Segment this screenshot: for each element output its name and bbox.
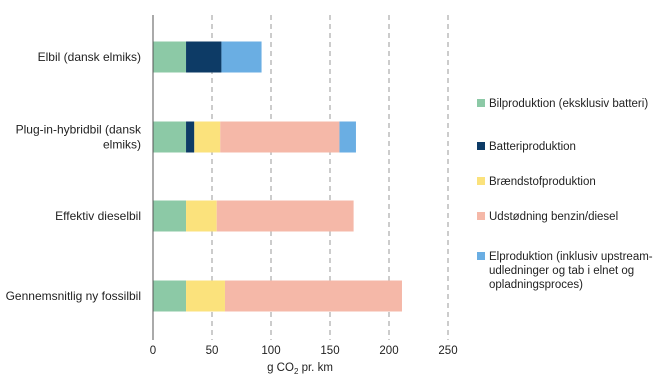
bar-segment [194,121,221,153]
bars [153,41,402,312]
legend: Bilproduktion (eksklusiv batteri) Batteri… [477,98,653,291]
x-tick-label: 0 [150,345,156,357]
legend-entry: Bilproduktion (eksklusiv batteri) [489,98,648,110]
bar-segment [186,200,217,232]
bar-segment [153,41,187,73]
x-tick-labels: 0 50 100 150 200 250 [150,345,458,357]
bar-segment [153,200,187,232]
legend-swatch [477,252,485,260]
bar-segment [186,41,222,73]
bar-segment [224,280,402,312]
category-label: Plug-in-hybridbil (dansk elmiks) [16,123,142,152]
bar-segment [153,121,187,153]
legend-entry: Udstødning benzin/diesel [489,211,618,223]
legend-entry: Brændstofproduktion [489,176,596,188]
x-tick-label: 200 [379,345,398,357]
bar-segment [186,121,195,153]
x-axis-title: g CO2 pr. km [267,362,333,374]
bar-segment [153,280,187,312]
category-labels: Elbil (dansk elmiks) Plug-in-hybridbil (d… [6,50,142,303]
legend-swatch [477,142,485,150]
legend-entry: Batteriproduktion [489,141,576,153]
bar-segment [186,280,225,312]
legend-swatch [477,99,485,107]
legend-entry: Elproduktion (inklusiv upstream-udlednin… [489,251,653,291]
bar-segment [220,121,340,153]
bar-segment [221,41,262,73]
x-tick-label: 100 [261,345,280,357]
legend-swatch [477,212,485,220]
category-label: Gennemsnitlig ny fossilbil [6,289,141,303]
x-tick-label: 250 [438,345,457,357]
category-label: Elbil (dansk elmiks) [38,50,141,64]
bar-segment [339,121,356,153]
bar-segment [216,200,354,232]
x-tick-label: 50 [206,345,219,357]
legend-swatch [477,177,485,185]
x-tick-label: 150 [320,345,339,357]
category-label: Effektiv dieselbil [55,209,141,223]
